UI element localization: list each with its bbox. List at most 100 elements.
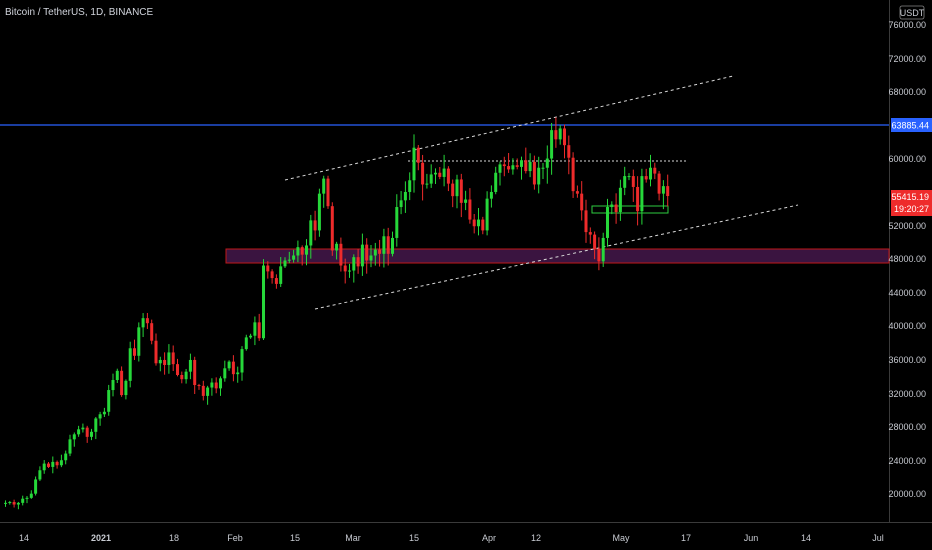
candle-body	[601, 237, 605, 262]
candle-body	[137, 327, 141, 356]
candle-body	[184, 371, 188, 380]
candle-body	[597, 248, 601, 262]
candle-body	[580, 193, 584, 211]
price-tick: 32000.00	[888, 389, 926, 399]
candle-body	[154, 340, 158, 364]
candle-body	[133, 348, 136, 356]
candle-body	[378, 249, 382, 254]
time-tick: 14	[801, 533, 811, 543]
price-tick: 60000.00	[888, 154, 926, 164]
candle-body	[640, 176, 644, 212]
price-tick: 76000.00	[888, 20, 926, 30]
candle-body	[81, 427, 85, 430]
support-zone[interactable]	[225, 248, 890, 264]
candle-body	[532, 161, 536, 185]
candle-body	[102, 411, 106, 415]
time-tick: Jul	[872, 533, 884, 543]
candle-body	[416, 147, 420, 163]
candle-body	[4, 502, 7, 504]
candle-body	[606, 207, 609, 238]
candle-body	[176, 364, 179, 375]
candle-body	[550, 130, 554, 159]
currency-badge[interactable]	[899, 5, 925, 20]
candle-body	[12, 502, 16, 505]
candle-body	[193, 359, 197, 386]
candle-body	[352, 257, 356, 271]
candle-body	[649, 167, 652, 180]
candle-body	[72, 434, 76, 440]
candle-body	[262, 265, 265, 339]
candle-body	[120, 370, 124, 396]
candle-body	[541, 167, 545, 169]
candle-body	[636, 186, 640, 212]
candle-body	[623, 176, 627, 188]
candle-body	[356, 257, 360, 267]
candle-body	[279, 266, 283, 284]
candle-body	[227, 361, 231, 369]
last-price-tag	[891, 190, 932, 216]
candle-body	[29, 493, 33, 498]
price-tick: 48000.00	[888, 254, 926, 264]
candles-group	[4, 117, 670, 510]
price-tick: 72000.00	[888, 54, 926, 64]
candle-body	[305, 245, 308, 255]
candle-body	[47, 463, 50, 467]
candle-body	[326, 178, 330, 207]
candle-body	[520, 160, 523, 167]
candle-body	[558, 128, 562, 140]
candle-body	[214, 382, 218, 389]
candle-body	[481, 219, 485, 231]
candle-body	[429, 174, 433, 184]
candle-body	[128, 348, 132, 381]
candle-body	[296, 247, 300, 256]
candle-body	[661, 186, 665, 194]
time-tick: Jun	[744, 533, 759, 543]
candle-body	[98, 414, 102, 419]
candle-body	[593, 234, 597, 249]
candle-body	[68, 439, 72, 454]
candle-body	[21, 498, 25, 503]
consolidation-box[interactable]	[591, 205, 669, 214]
resistance-price-tag	[891, 118, 932, 132]
candle-body	[485, 198, 489, 231]
candle-body	[360, 244, 364, 267]
resistance-price-label: 63885.44	[891, 121, 929, 131]
candle-body	[335, 243, 339, 251]
candle-body	[115, 370, 119, 381]
channel-lower-line[interactable]	[314, 204, 799, 310]
last-price-label: 55415.19	[891, 192, 929, 202]
candle-body	[300, 247, 304, 255]
candle-body	[627, 176, 631, 178]
candle-body	[313, 220, 317, 231]
candle-body	[94, 418, 98, 432]
candle-body	[391, 237, 394, 254]
candle-body	[206, 387, 210, 396]
candle-body	[618, 187, 622, 213]
candle-body	[575, 191, 579, 194]
candle-body	[382, 236, 386, 254]
candle-body	[55, 461, 59, 466]
candle-body	[588, 232, 592, 235]
candle-body	[399, 200, 403, 208]
candle-body	[38, 470, 42, 480]
candle-body	[16, 502, 20, 505]
price-tick: 20000.00	[888, 489, 926, 499]
price-tick: 40000.00	[888, 321, 926, 331]
time-tick: 14	[19, 533, 29, 543]
candle-body	[77, 429, 81, 435]
candle-body	[666, 186, 670, 197]
candle-body	[373, 249, 377, 256]
candle-body	[472, 219, 476, 227]
candle-body	[266, 265, 270, 272]
candle-body	[188, 359, 192, 372]
candle-body	[408, 180, 412, 192]
time-tick: Apr	[482, 533, 496, 543]
candle-body	[343, 265, 347, 272]
candle-body	[141, 318, 145, 328]
candle-body	[90, 431, 93, 437]
candle-body	[459, 179, 463, 203]
candle-body	[567, 145, 571, 158]
candle-body	[403, 191, 407, 201]
channel-upper-line[interactable]	[284, 75, 734, 181]
